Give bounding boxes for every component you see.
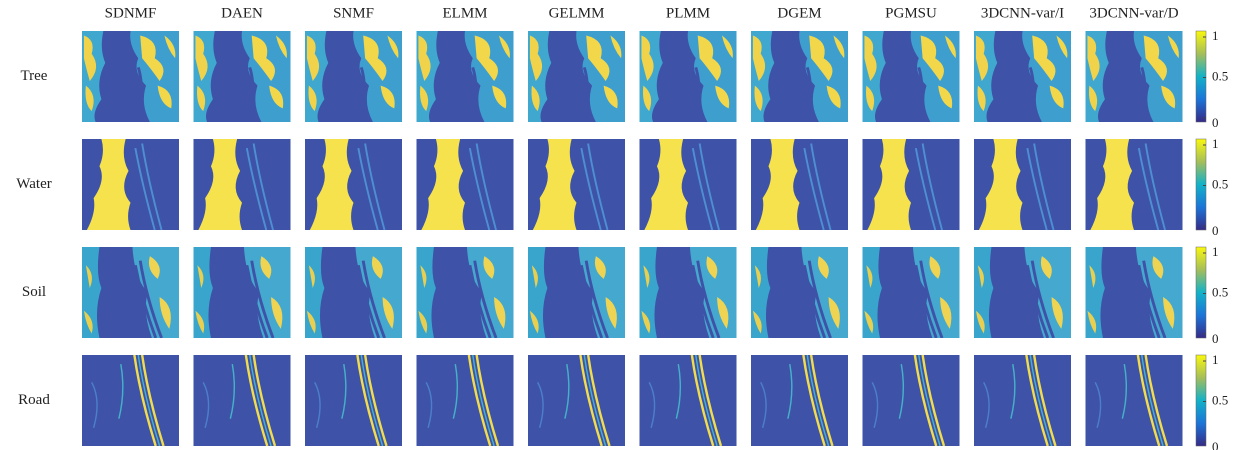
colorbar-tick-label: 0: [1212, 439, 1219, 450]
column-title: GELMM: [549, 5, 605, 21]
abundance-map: [1085, 247, 1183, 338]
colorbar-tick-label: 0.5: [1212, 68, 1228, 83]
abundance-map: [639, 355, 737, 446]
abundance-map: [639, 31, 737, 122]
abundance-map: [193, 31, 291, 122]
colorbar-tick-label: 1: [1212, 28, 1219, 43]
abundance-map: [193, 139, 291, 230]
colorbar-tick-label: 0: [1212, 115, 1219, 130]
abundance-map: [528, 355, 625, 446]
abundance-map: [528, 31, 625, 122]
colorbar-tick-label: 0.5: [1212, 392, 1228, 407]
colorbar: [1195, 138, 1207, 231]
abundance-map: [82, 247, 179, 338]
abundance-map: [751, 355, 848, 446]
column-title: ELMM: [443, 5, 488, 21]
abundance-map: [305, 139, 402, 230]
row-label: Soil: [22, 284, 46, 300]
abundance-map: [751, 139, 848, 230]
row-label: Water: [16, 176, 51, 192]
abundance-map: [974, 31, 1071, 122]
colorbar-tick-label: 1: [1212, 244, 1219, 259]
colorbar: [1195, 30, 1207, 123]
colorbar-tick-label: 0: [1212, 331, 1219, 346]
column-title: SDNMF: [105, 5, 157, 21]
column-title: 3DCNN-var/D: [1089, 5, 1178, 21]
column-title: SNMF: [333, 5, 374, 21]
colorbar-tick-label: 1: [1212, 136, 1219, 151]
colorbar-tick-label: 0.5: [1212, 176, 1228, 191]
abundance-map: [193, 247, 291, 338]
abundance-map: [639, 139, 737, 230]
colorbar-tick-label: 0.5: [1212, 284, 1228, 299]
abundance-map: [82, 31, 179, 122]
abundance-map: [639, 247, 737, 338]
abundance-map: [416, 247, 514, 338]
abundance-map: [862, 31, 960, 122]
abundance-map: [751, 247, 848, 338]
abundance-map: [862, 355, 960, 446]
abundance-map: [1085, 31, 1183, 122]
colorbar-tick-label: 1: [1212, 352, 1219, 367]
abundance-map: [1085, 139, 1183, 230]
column-title: DGEM: [777, 5, 821, 21]
abundance-map: [305, 355, 402, 446]
abundance-map: [416, 31, 514, 122]
abundance-map: [974, 247, 1071, 338]
abundance-map: [1085, 355, 1183, 446]
column-title: 3DCNN-var/I: [981, 5, 1064, 21]
row-label: Road: [18, 392, 50, 408]
abundance-map: [974, 355, 1071, 446]
abundance-map: [82, 355, 179, 446]
column-title: PLMM: [666, 5, 710, 21]
abundance-map: [305, 31, 402, 122]
abundance-map: [305, 247, 402, 338]
row-label: Tree: [21, 68, 48, 84]
abundance-map: [416, 139, 514, 230]
abundance-map: [528, 139, 625, 230]
abundance-map: [974, 139, 1071, 230]
column-title: DAEN: [221, 5, 263, 21]
abundance-map: [82, 139, 179, 230]
colorbar: [1195, 246, 1207, 339]
abundance-map: [528, 247, 625, 338]
colorbar-tick-label: 0: [1212, 223, 1219, 238]
abundance-map: [862, 139, 960, 230]
abundance-map: [416, 355, 514, 446]
abundance-map: [751, 31, 848, 122]
column-title: PGMSU: [885, 5, 937, 21]
colorbar: [1195, 354, 1207, 447]
abundance-map: [193, 355, 291, 446]
abundance-map: [862, 247, 960, 338]
